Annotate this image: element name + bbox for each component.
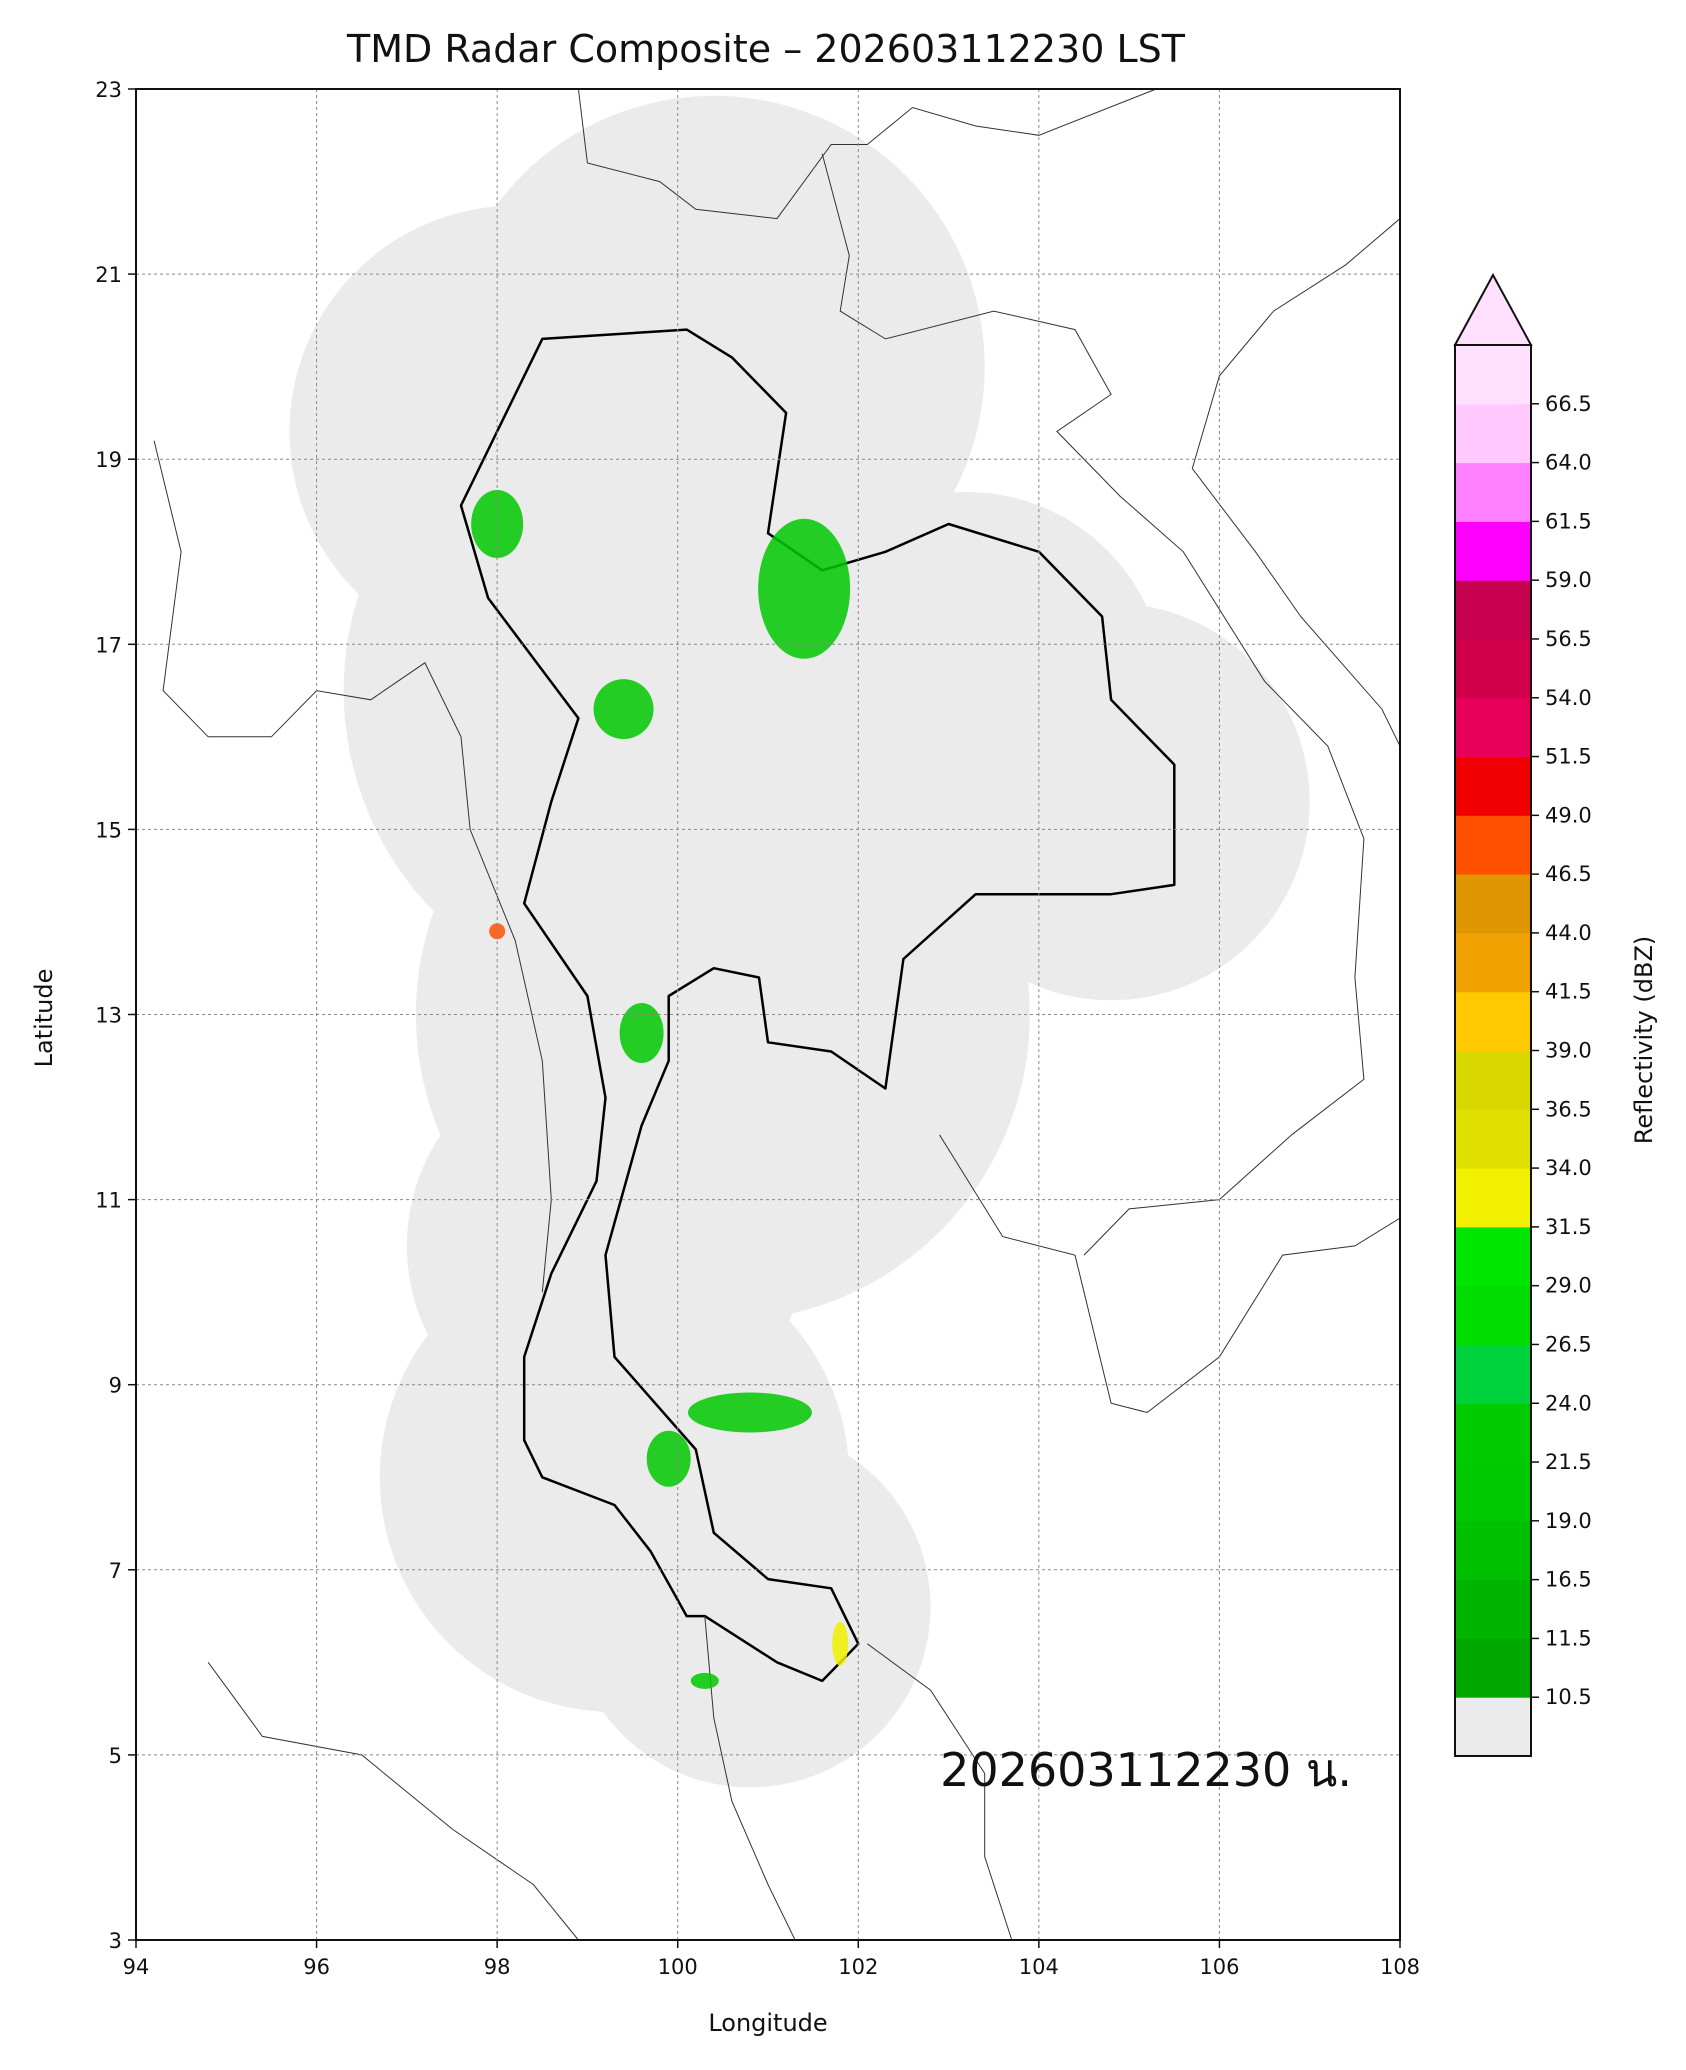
colorbar-segment <box>1455 1403 1531 1463</box>
y-tick-label: 19 <box>95 448 122 472</box>
coastline-layer <box>153 88 1401 1941</box>
colorbar-segment <box>1455 991 1531 1051</box>
colorbar-tick-label: 56.5 <box>1545 627 1592 651</box>
colorbar-tick-label: 59.0 <box>1545 568 1592 592</box>
y-tick-label: 7 <box>109 1559 122 1583</box>
colorbar-tick-label: 10.5 <box>1545 1685 1592 1709</box>
coastline-1 <box>577 88 1157 220</box>
colorbar-segment <box>1455 1344 1531 1404</box>
radar-echo-5 <box>646 1430 691 1487</box>
x-tick-label: 104 <box>1019 1955 1059 1979</box>
colorbar-segment <box>1455 1226 1531 1287</box>
colorbar-label: Reflectivity (dBZ) <box>1630 936 1658 1145</box>
coastline-4 <box>939 1134 1401 1414</box>
y-tick-label: 5 <box>109 1744 122 1768</box>
radar-coverage-layer <box>289 95 1310 1788</box>
radar-echo-8 <box>690 1672 719 1689</box>
colorbar-tick-label: 29.0 <box>1545 1274 1592 1298</box>
x-tick-label: 102 <box>838 1955 878 1979</box>
colorbar-tick-label: 19.0 <box>1545 1509 1592 1533</box>
colorbar-segment <box>1455 462 1531 522</box>
radar-echo-0 <box>758 518 851 659</box>
x-tick-label: 106 <box>1199 1955 1239 1979</box>
colorbar-segment <box>1455 815 1531 875</box>
colorbar-segment <box>1455 1050 1531 1110</box>
x-axis-label: Longitude <box>708 2009 827 2037</box>
colorbar-segment <box>1455 1579 1531 1639</box>
figure-title: TMD Radar Composite – 202603112230 LST <box>346 27 1186 71</box>
colorbar-tick-label: 61.5 <box>1545 509 1592 533</box>
colorbar-tick-label: 54.0 <box>1545 686 1592 710</box>
colorbar-segment <box>1455 639 1531 699</box>
colorbar-segment <box>1455 1638 1531 1698</box>
colorbar-tick-label: 39.0 <box>1545 1039 1592 1063</box>
colorbar-tick-label: 66.5 <box>1545 392 1592 416</box>
colorbar-tick-label: 51.5 <box>1545 745 1592 769</box>
colorbar-tick-label: 41.5 <box>1545 980 1592 1004</box>
timestamp-label: 202603112230 น. <box>940 1743 1352 1797</box>
colorbar-segment <box>1455 521 1531 581</box>
colorbar-tick-label: 21.5 <box>1545 1450 1592 1474</box>
colorbar-segment <box>1455 345 1531 405</box>
map-area <box>135 88 1401 1941</box>
colorbar-tick-label: 44.0 <box>1545 921 1592 945</box>
colorbar-tick-label: 16.5 <box>1545 1568 1592 1592</box>
colorbar-segment <box>1455 1462 1531 1522</box>
colorbar-segment <box>1455 1168 1531 1228</box>
radar-echo-4 <box>687 1392 812 1433</box>
colorbar-segment <box>1455 1697 1531 1757</box>
y-tick-label: 9 <box>109 1374 122 1398</box>
y-tick-label: 21 <box>95 263 122 287</box>
radar-echo-3 <box>619 1003 664 1064</box>
y-axis-ticks: 3 5 7 9 11 13 15 17 19 21 23 <box>95 78 136 1953</box>
coastline-7 <box>867 1643 1013 1941</box>
colorbar: 10.5 11.5 16.5 19.0 21.5 24.0 26.5 29.0 31.5 34.0… <box>1453 272 1592 1757</box>
coastline-3 <box>1191 218 1401 747</box>
x-tick-label: 108 <box>1380 1955 1420 1979</box>
colorbar-tick-label: 64.0 <box>1545 451 1592 475</box>
y-tick-label: 15 <box>95 818 122 842</box>
lat-lon-grid <box>136 89 1400 1940</box>
colorbar-segment <box>1455 403 1531 464</box>
colorbar-extend-arrow <box>1453 272 1533 346</box>
y-tick-label: 11 <box>95 1189 122 1213</box>
coastline-0 <box>153 440 552 1293</box>
coastline-2 <box>821 153 1365 1256</box>
colorbar-segment <box>1455 1520 1531 1581</box>
radar-echo-1 <box>593 679 654 740</box>
y-axis-label: Latitude <box>30 969 58 1068</box>
colorbar-tick-label: 46.5 <box>1545 862 1592 886</box>
thailand-border <box>459 328 1176 1683</box>
y-tick-label: 3 <box>109 1929 122 1953</box>
colorbar-segment <box>1455 756 1531 816</box>
colorbar-segment <box>1455 697 1531 758</box>
y-tick-label: 13 <box>95 1004 122 1028</box>
colorbar-segment <box>1455 580 1531 640</box>
y-tick-label: 23 <box>95 78 122 102</box>
x-tick-label: 94 <box>123 1955 150 1979</box>
y-tick-label: 17 <box>95 633 122 657</box>
coastline-5 <box>207 1662 579 1941</box>
x-tick-label: 96 <box>303 1955 330 1979</box>
colorbar-tick-label: 34.0 <box>1545 1156 1592 1180</box>
colorbar-segment <box>1455 932 1531 993</box>
colorbar-tick-label: 24.0 <box>1545 1391 1592 1415</box>
colorbar-tick-label: 49.0 <box>1545 803 1592 827</box>
x-axis-ticks: 94 96 98 100 102 104 106 108 <box>123 1940 1420 1979</box>
colorbar-segment <box>1455 1285 1531 1345</box>
x-tick-label: 100 <box>658 1955 698 1979</box>
colorbar-tick-label: 31.5 <box>1545 1215 1592 1239</box>
radar-echo-6 <box>832 1621 849 1666</box>
colorbar-tick-label: 11.5 <box>1545 1626 1592 1650</box>
radar-coverage-8 <box>569 1426 931 1788</box>
colorbar-tick-label: 36.5 <box>1545 1097 1592 1121</box>
colorbar-segment <box>1455 874 1531 934</box>
colorbar-tick-label: 26.5 <box>1545 1332 1592 1356</box>
colorbar-segment <box>1455 1109 1531 1169</box>
x-tick-label: 98 <box>484 1955 511 1979</box>
